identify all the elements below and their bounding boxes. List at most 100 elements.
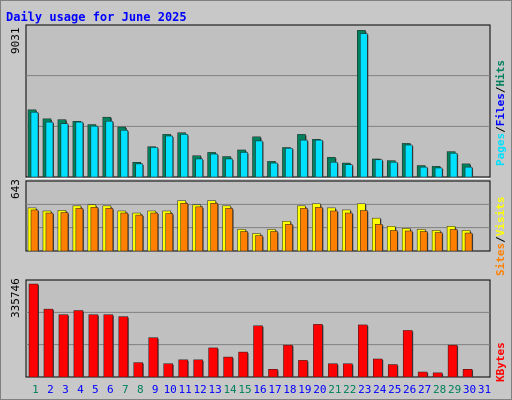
bar-sites-day-24 — [375, 224, 383, 252]
bar-sites-day-12 — [195, 206, 203, 252]
bar-kbytes-day-5 — [88, 314, 99, 378]
legend-sep-2: / — [494, 86, 507, 93]
bar-files-day-26 — [404, 144, 413, 178]
bar-files-day-17 — [270, 162, 278, 178]
x-tick-label-day-17: 17 — [268, 383, 281, 396]
legend-sites: Sites — [494, 243, 507, 276]
bar-kbytes-day-13 — [208, 347, 218, 378]
bar-kbytes-day-14 — [223, 356, 233, 378]
bar-files-day-10 — [165, 135, 173, 178]
bar-kbytes-day-12 — [193, 359, 203, 378]
bar-sites-day-7 — [120, 212, 129, 252]
bar-sites-day-5 — [90, 207, 99, 252]
legend-pages: Pages — [494, 133, 507, 166]
x-tick-label-day-25: 25 — [388, 383, 401, 396]
bar-sites-day-28 — [434, 232, 443, 252]
bar-sites-day-27 — [419, 231, 428, 252]
bar-sites-day-20 — [315, 207, 323, 252]
bar-sites-day-2 — [45, 212, 54, 252]
bar-files-day-12 — [195, 158, 203, 178]
bar-files-day-20 — [315, 139, 323, 178]
bar-sites-day-18 — [285, 224, 293, 252]
bar-sites-day-14 — [225, 208, 233, 252]
bar-sites-day-22 — [345, 212, 353, 252]
middle-panel-max-label: 643 — [9, 179, 22, 199]
chart-title: Daily usage for June 2025 — [6, 10, 187, 24]
bar-sites-day-13 — [210, 203, 218, 252]
top-panel-max-label: 9031 — [9, 28, 22, 55]
bar-files-day-29 — [449, 152, 458, 178]
bar-kbytes-day-27 — [417, 371, 428, 378]
x-axis-day-labels: 1 2 3 4 5 6 7 8 9 10 11 12 13 14 15 16 17 18 19 20 21 22 23 24 2… — [32, 383, 491, 396]
bar-files-day-1 — [30, 112, 39, 178]
bar-sites-day-19 — [300, 208, 308, 252]
bar-sites-day-1 — [30, 209, 39, 252]
bar-kbytes-day-21 — [328, 363, 338, 378]
bar-kbytes-day-22 — [343, 363, 353, 378]
x-tick-label-day-24: 24 — [373, 383, 387, 396]
x-tick-label-day-4: 4 — [77, 383, 84, 396]
x-tick-label-day-22: 22 — [343, 383, 356, 396]
bar-files-day-6 — [105, 121, 114, 178]
x-tick-label-day-7: 7 — [122, 383, 129, 396]
bar-kbytes-day-11 — [178, 359, 188, 378]
bar-files-day-3 — [60, 123, 69, 178]
bar-sites-day-8 — [135, 214, 144, 252]
x-tick-label-day-30: 30 — [463, 383, 476, 396]
x-tick-label-day-19: 19 — [298, 383, 311, 396]
bar-files-day-8 — [135, 163, 144, 178]
bar-kbytes-day-3 — [58, 314, 69, 378]
x-tick-label-day-29: 29 — [448, 383, 461, 396]
bar-kbytes-day-29 — [447, 344, 458, 378]
bar-kbytes-day-16 — [253, 325, 263, 378]
x-tick-label-day-26: 26 — [403, 383, 416, 396]
bar-kbytes-day-18 — [283, 344, 293, 378]
bar-sites-day-30 — [464, 232, 473, 252]
bar-kbytes-day-30 — [462, 368, 473, 378]
bar-files-day-27 — [419, 166, 428, 178]
bar-kbytes-day-19 — [298, 360, 308, 378]
legend-files: Files — [494, 93, 507, 126]
bar-sites-day-25 — [389, 230, 398, 252]
x-tick-label-day-2: 2 — [47, 383, 54, 396]
bar-kbytes-day-20 — [313, 324, 323, 378]
bar-files-day-14 — [225, 158, 233, 178]
bar-files-day-25 — [389, 162, 398, 178]
bar-kbytes-day-1 — [28, 283, 39, 378]
bar-kbytes-day-15 — [238, 351, 248, 378]
bar-kbytes-day-9 — [148, 337, 158, 378]
bar-files-day-22 — [345, 164, 353, 178]
bar-sites-day-9 — [150, 212, 158, 252]
bar-files-day-30 — [464, 166, 473, 178]
x-tick-label-day-12: 12 — [194, 383, 207, 396]
bar-files-day-9 — [150, 147, 158, 178]
bar-files-day-28 — [434, 167, 443, 178]
bar-kbytes-day-7 — [118, 316, 129, 378]
bar-files-day-18 — [285, 148, 293, 178]
x-tick-label-day-27: 27 — [418, 383, 431, 396]
bar-files-day-13 — [210, 153, 218, 178]
bar-sites-day-11 — [180, 203, 188, 252]
bar-files-day-15 — [240, 152, 248, 178]
top-panel-legend: Pages/Files/Hits — [494, 60, 507, 166]
bar-kbytes-day-26 — [402, 330, 413, 378]
x-tick-label-day-31: 31 — [478, 383, 491, 396]
x-tick-label-day-18: 18 — [283, 383, 296, 396]
x-tick-label-day-8: 8 — [137, 383, 144, 396]
x-tick-label-day-16: 16 — [253, 383, 266, 396]
bar-sites-day-23 — [360, 210, 368, 252]
bar-files-day-24 — [375, 159, 383, 178]
legend-sep-3: / — [494, 236, 507, 243]
bottom-panel-max-label: 335746 — [9, 278, 22, 318]
middle-panel-legend: Sites/Visits — [494, 197, 507, 277]
bar-files-day-5 — [90, 125, 99, 178]
x-tick-label-day-11: 11 — [179, 383, 192, 396]
x-tick-label-day-10: 10 — [164, 383, 177, 396]
bottom-panel-legend: KBytes — [494, 342, 507, 382]
bar-files-day-19 — [300, 139, 308, 178]
bar-sites-day-4 — [75, 208, 84, 252]
x-tick-label-day-3: 3 — [62, 383, 69, 396]
bar-kbytes-day-10 — [163, 363, 173, 378]
bar-kbytes-day-8 — [133, 362, 144, 378]
